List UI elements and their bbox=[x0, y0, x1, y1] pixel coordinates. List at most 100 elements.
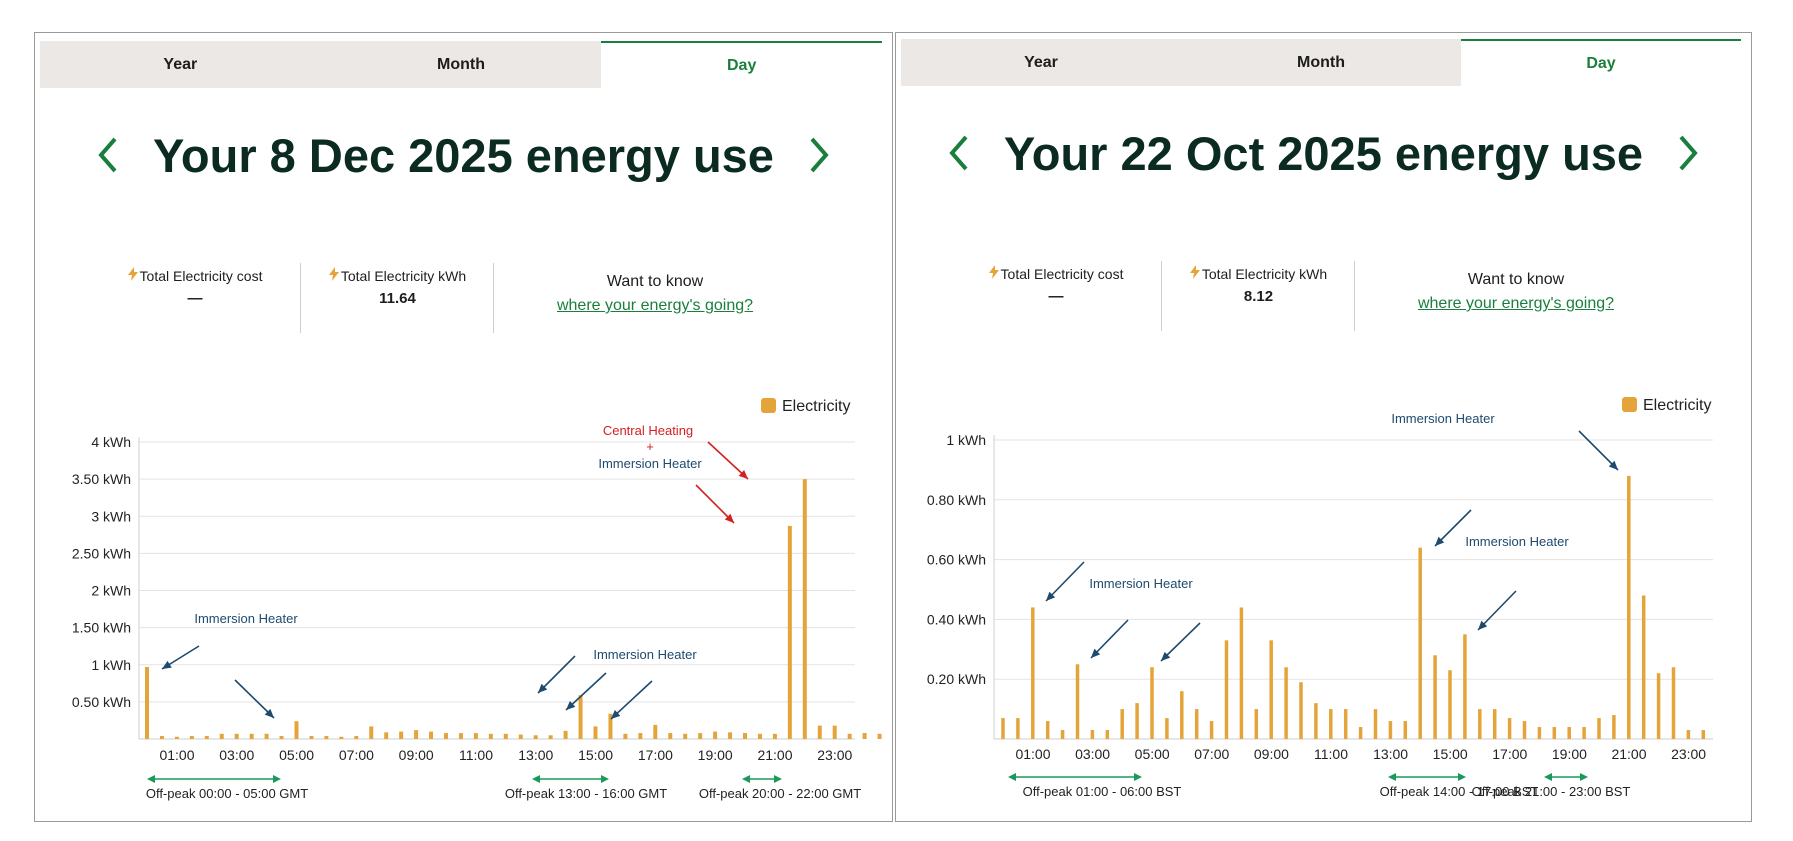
offpeak-arrow-head-left bbox=[742, 775, 750, 783]
offpeak-arrow-head-right bbox=[1580, 773, 1588, 781]
bar bbox=[1507, 718, 1512, 739]
bar bbox=[787, 525, 792, 739]
bar bbox=[1209, 721, 1214, 739]
electricity-kwh-stat: Total Electricity kWh 11.64 bbox=[305, 263, 490, 337]
bar bbox=[1701, 730, 1706, 739]
offpeak-label: Off-peak 20:00 - 22:00 GMT bbox=[699, 786, 861, 801]
y-tick-label: 0.20 kWh bbox=[927, 671, 986, 687]
bar bbox=[1239, 607, 1244, 739]
previous-day-button[interactable] bbox=[93, 133, 123, 177]
bar bbox=[1001, 718, 1005, 739]
y-tick-label: 3 kWh bbox=[91, 508, 131, 524]
previous-day-button[interactable] bbox=[944, 131, 974, 175]
bar bbox=[548, 735, 553, 739]
offpeak-label: Off-peak 00:00 - 05:00 GMT bbox=[146, 786, 308, 801]
x-tick-label: 15:00 bbox=[578, 747, 613, 763]
bar bbox=[1373, 709, 1378, 739]
legend-label: Electricity bbox=[782, 398, 850, 415]
bar bbox=[1224, 640, 1229, 739]
offpeak-arrow-head-right bbox=[601, 775, 609, 783]
y-tick-label: 3.50 kWh bbox=[72, 471, 131, 487]
want-to-know: Want to know where your energy's going? bbox=[525, 273, 785, 315]
x-tick-label: 13:00 bbox=[518, 747, 553, 763]
x-tick-label: 05:00 bbox=[1135, 746, 1170, 762]
annotation-arrow-head bbox=[566, 700, 576, 710]
x-tick-label: 03:00 bbox=[219, 747, 254, 763]
x-tick-label: 13:00 bbox=[1373, 746, 1408, 762]
bar bbox=[1031, 607, 1035, 739]
x-tick-label: 17:00 bbox=[1492, 746, 1527, 762]
bar bbox=[1165, 718, 1169, 739]
tab-month[interactable]: Month bbox=[1181, 39, 1461, 86]
kwh-label: Total Electricity kWh bbox=[1201, 265, 1328, 282]
bar bbox=[1180, 691, 1184, 739]
bar bbox=[488, 733, 493, 739]
bar bbox=[444, 733, 448, 739]
bar bbox=[1194, 709, 1199, 739]
tab-year[interactable]: Year bbox=[40, 41, 321, 88]
bar bbox=[1120, 709, 1124, 739]
x-tick-label: 07:00 bbox=[339, 747, 374, 763]
tab-year[interactable]: Year bbox=[901, 39, 1181, 86]
stat-divider bbox=[1161, 261, 1162, 331]
bar bbox=[279, 736, 284, 739]
bar bbox=[503, 733, 508, 739]
bar bbox=[728, 732, 733, 739]
cost-value: — bbox=[187, 290, 203, 307]
bar bbox=[1552, 727, 1557, 739]
offpeak-arrow-head-right bbox=[1458, 773, 1466, 781]
energy-breakdown-link[interactable]: where your energy's going? bbox=[556, 297, 754, 314]
next-day-button[interactable] bbox=[1673, 131, 1703, 175]
bar bbox=[473, 733, 478, 739]
y-tick-label: 0.60 kWh bbox=[927, 552, 986, 568]
title-row: Your 8 Dec 2025 energy use bbox=[35, 120, 892, 190]
annotation-label: Immersion Heater bbox=[194, 611, 298, 626]
bar bbox=[578, 695, 583, 739]
energy-panel-right: Year Month Day Your 22 Oct 2025 energy u… bbox=[895, 32, 1752, 822]
bar bbox=[683, 733, 688, 739]
bar bbox=[234, 733, 239, 739]
stat-divider bbox=[300, 263, 301, 333]
tab-day[interactable]: Day bbox=[601, 41, 883, 88]
annotation-arrow-head bbox=[724, 513, 734, 523]
annotation-label: Central Heating bbox=[603, 423, 693, 438]
bar bbox=[354, 736, 359, 739]
annotation-arrow-head bbox=[1435, 536, 1445, 546]
annotation-label: Immersion Heater bbox=[1391, 411, 1495, 426]
annotation-arrow-head bbox=[162, 660, 172, 669]
offpeak-arrow-head-right bbox=[774, 775, 782, 783]
want-to-know: Want to know where your energy's going? bbox=[1386, 271, 1646, 313]
kwh-value: 8.12 bbox=[1243, 288, 1274, 305]
bar bbox=[1463, 634, 1467, 739]
bar bbox=[249, 733, 254, 739]
bar bbox=[1627, 475, 1631, 739]
lightning-bolt-icon bbox=[127, 267, 138, 284]
bar bbox=[533, 735, 538, 739]
bar bbox=[1269, 640, 1273, 739]
x-tick-label: 03:00 bbox=[1075, 746, 1110, 762]
bar bbox=[772, 733, 777, 739]
electricity-cost-stat: Total Electricity cost — bbox=[95, 263, 295, 337]
electricity-cost-stat: Total Electricity cost — bbox=[956, 261, 1156, 335]
bar bbox=[1105, 730, 1110, 739]
want-to-know-text: Want to know bbox=[1467, 271, 1565, 288]
bar bbox=[219, 733, 224, 739]
bar bbox=[189, 736, 194, 739]
lightning-bolt-icon bbox=[328, 267, 339, 284]
bar bbox=[458, 733, 463, 739]
x-tick-label: 15:00 bbox=[1433, 746, 1468, 762]
bar bbox=[1671, 667, 1676, 739]
energy-panel-left: Year Month Day Your 8 Dec 2025 energy us… bbox=[34, 32, 893, 822]
kwh-label: Total Electricity kWh bbox=[340, 267, 467, 284]
tab-day[interactable]: Day bbox=[1461, 39, 1741, 86]
bar bbox=[1686, 730, 1691, 739]
next-day-button[interactable] bbox=[804, 133, 834, 177]
energy-breakdown-link[interactable]: where your energy's going? bbox=[1417, 295, 1615, 312]
x-tick-label: 09:00 bbox=[399, 747, 434, 763]
x-tick-label: 19:00 bbox=[698, 747, 733, 763]
y-tick-label: 2 kWh bbox=[91, 583, 131, 599]
annotation-label: + bbox=[646, 439, 654, 454]
tab-month[interactable]: Month bbox=[320, 41, 602, 88]
legend-swatch bbox=[761, 398, 776, 413]
bar bbox=[1314, 703, 1318, 739]
